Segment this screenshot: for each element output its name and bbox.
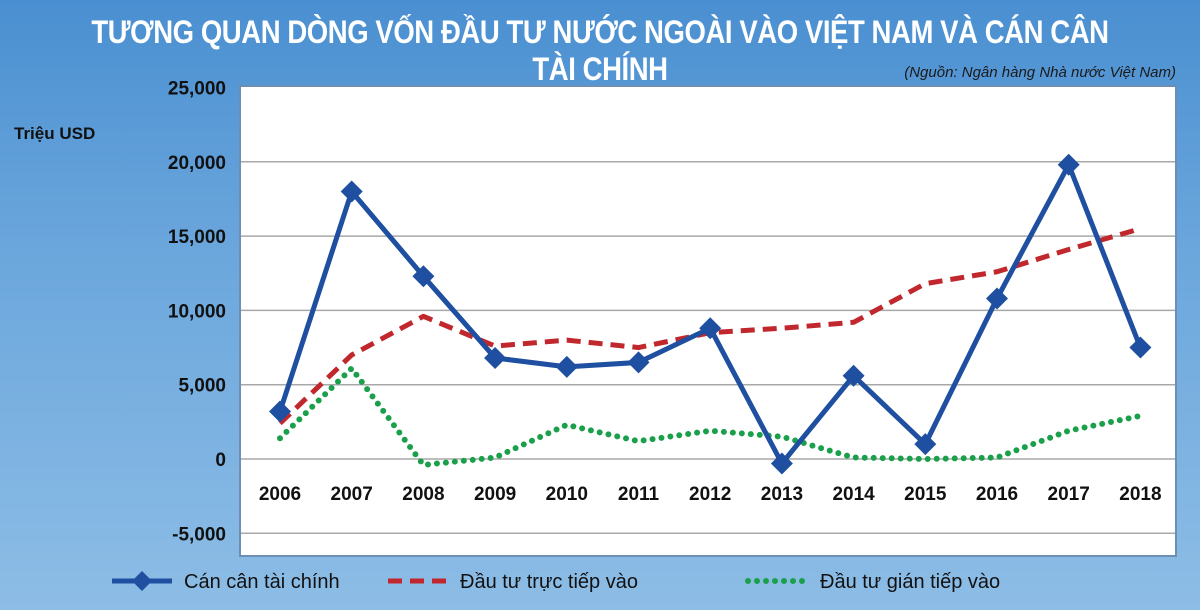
series-line-3 <box>277 365 1144 468</box>
legend-label-3: Đầu tư gián tiếp vào <box>820 571 1000 593</box>
data-point-marker <box>627 351 650 374</box>
x-tick-label: 2017 <box>1048 484 1090 505</box>
data-point-marker <box>914 433 937 456</box>
x-tick-label: 2006 <box>259 484 301 505</box>
data-point-marker <box>555 355 578 378</box>
legend: Cán cân tài chính Đầu tư trực tiếp vào Đầu… <box>112 571 1000 593</box>
x-tick-label: 2015 <box>904 484 947 505</box>
y-tick-label: 10,000 <box>168 301 226 322</box>
y-tick-label: 20,000 <box>168 153 226 174</box>
y-tick-label: 15,000 <box>168 227 226 248</box>
y-axis-label: Triệu USD <box>14 124 95 143</box>
x-tick-label: 2010 <box>546 484 588 505</box>
data-point-marker <box>132 571 152 591</box>
legend-label-1: Cán cân tài chính <box>184 571 340 593</box>
x-tick-labels: 2006 2007 2008 2009 2010 2011 2012 2013 2014 2015… <box>259 484 1162 505</box>
data-point-marker <box>484 346 507 369</box>
data-point-marker <box>1129 336 1152 359</box>
x-tick-label: 2018 <box>1119 484 1161 505</box>
y-tick-label: 0 <box>215 450 226 471</box>
x-tick-label: 2013 <box>761 484 803 505</box>
chart-title: TƯƠNG QUAN DÒNG VỐN ĐẦU TƯ NƯỚC NGOÀI VÀ… <box>91 14 1109 87</box>
data-point-marker <box>1057 153 1080 176</box>
x-tick-label: 2008 <box>402 484 444 505</box>
source-note: (Nguồn: Ngân hàng Nhà nước Việt Nam) <box>904 64 1176 81</box>
x-tick-label: 2014 <box>832 484 875 505</box>
data-point-marker <box>699 317 722 340</box>
data-point-marker <box>986 287 1008 310</box>
x-tick-label: 2007 <box>331 484 373 505</box>
y-tick-label: 25,000 <box>168 79 226 100</box>
series-group <box>269 153 1152 475</box>
x-tick-label: 2016 <box>976 484 1018 505</box>
x-tick-label: 2012 <box>689 484 731 505</box>
data-point-marker <box>842 364 865 387</box>
gridlines <box>241 161 1175 535</box>
x-tick-label: 2009 <box>474 484 516 505</box>
y-tick-label: -5,000 <box>172 524 226 545</box>
data-point-marker <box>412 265 435 288</box>
data-point-marker <box>770 452 793 475</box>
data-point-marker <box>340 180 363 203</box>
y-tick-labels: 25,000 20,000 15,000 10,000 5,000 0 -5,000 <box>168 79 226 546</box>
y-tick-label: 5,000 <box>178 376 226 397</box>
x-tick-label: 2011 <box>618 484 660 505</box>
data-point-marker <box>269 400 291 423</box>
legend-label-2: Đầu tư trực tiếp vào <box>460 571 638 593</box>
